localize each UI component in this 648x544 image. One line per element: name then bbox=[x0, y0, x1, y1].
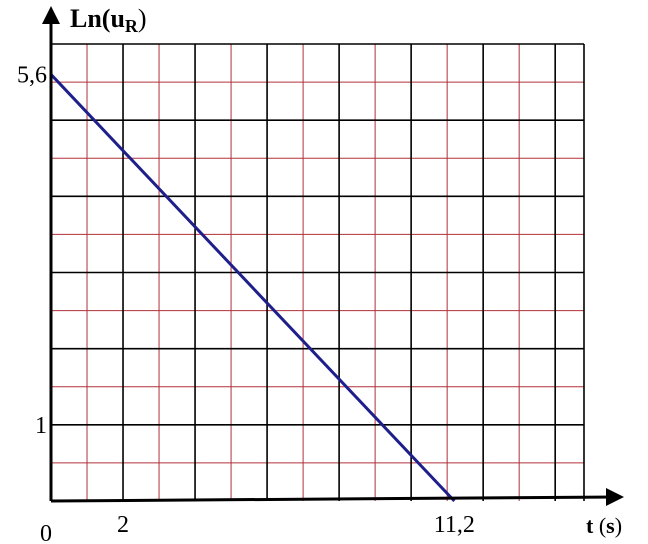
y-axis-label-main: Ln(u bbox=[70, 4, 125, 33]
y-axis-label: Ln(uR) bbox=[70, 4, 147, 36]
y-tick-label: 1 bbox=[35, 413, 47, 439]
x-axis-label-open: ( bbox=[593, 513, 606, 538]
x-axis-arrow-icon bbox=[606, 488, 624, 506]
series-line bbox=[49, 73, 456, 503]
y-tick-label: 5,6 bbox=[17, 62, 47, 88]
x-tick-label: 11,2 bbox=[434, 512, 475, 538]
x-tick-label: 2 bbox=[117, 512, 129, 538]
x-axis-label-unit: s bbox=[606, 513, 615, 538]
x-axis-label: t (s) bbox=[586, 513, 622, 538]
axes bbox=[42, 6, 624, 506]
x-axis bbox=[50, 495, 619, 503]
labels: Ln(uR) t (s) 0 2 11,2 1 5,6 bbox=[17, 4, 622, 544]
y-axis-label-close: ) bbox=[138, 4, 147, 33]
y-axis-arrow-icon bbox=[42, 6, 60, 24]
major-grid bbox=[51, 43, 585, 501]
series-layer bbox=[49, 73, 456, 503]
x-axis-label-var: t bbox=[586, 513, 594, 538]
x-axis-label-close: ) bbox=[615, 513, 622, 538]
origin-label: 0 bbox=[40, 521, 52, 544]
y-axis-label-subscript: R bbox=[125, 16, 139, 36]
